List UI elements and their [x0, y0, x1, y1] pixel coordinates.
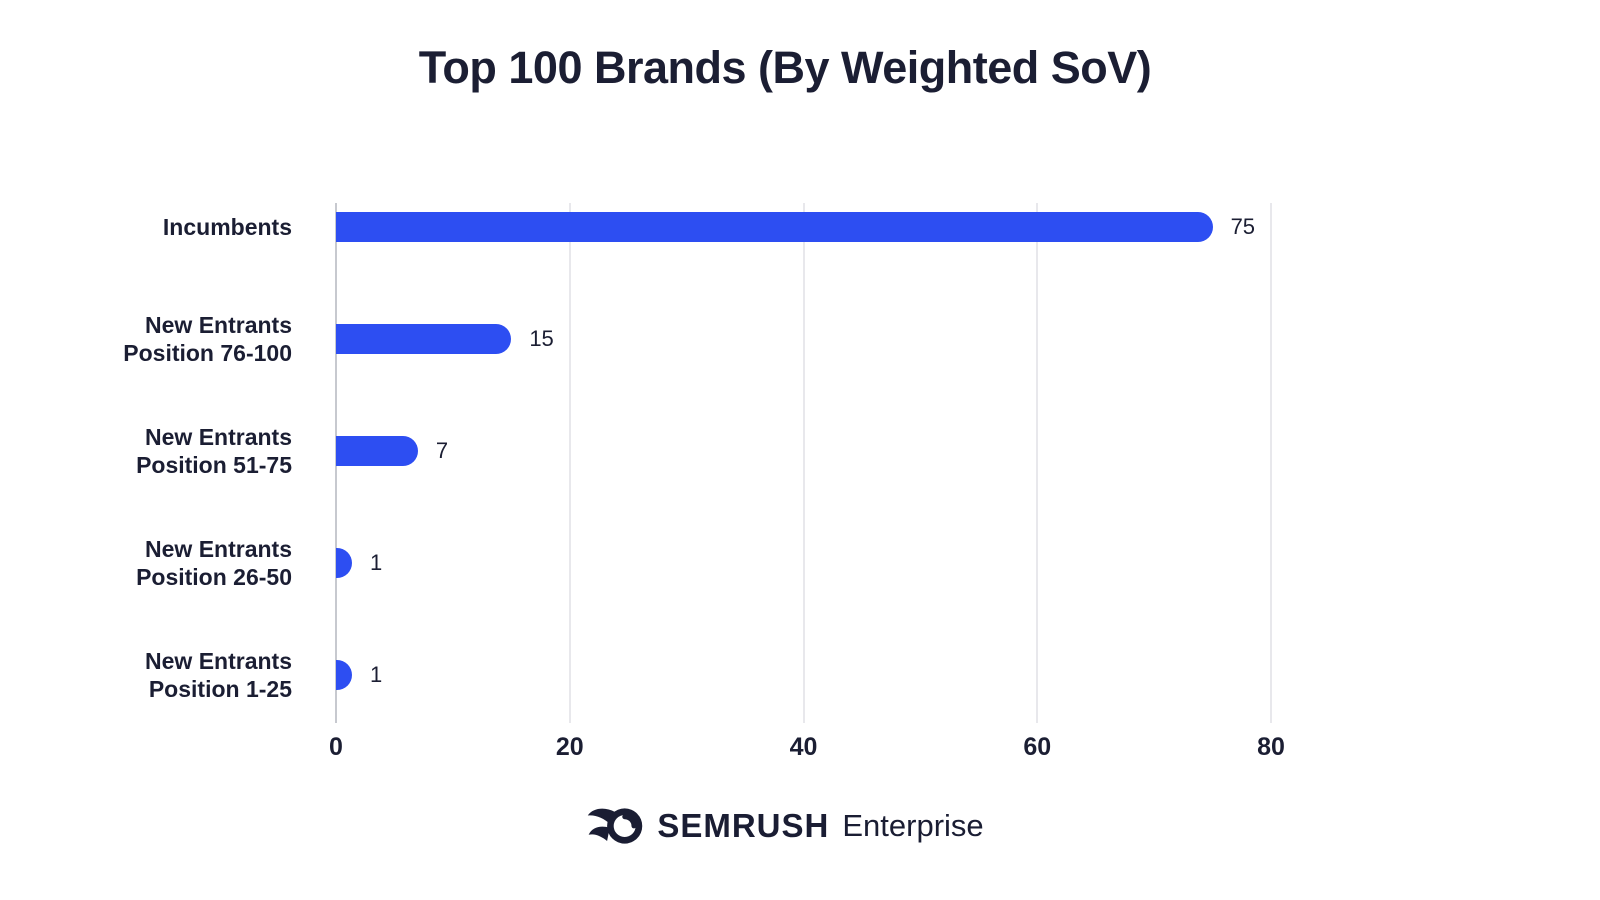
category-label: Incumbents — [163, 213, 292, 241]
category-label-line: New Entrants — [145, 311, 292, 338]
value-label: 15 — [529, 326, 554, 351]
x-tick-label: 0 — [329, 733, 343, 761]
bar-new-entrants-position-1-25 — [336, 660, 352, 690]
x-tick-label: 40 — [789, 733, 818, 761]
category-label: New Entrants Position 1-25 — [145, 647, 292, 703]
footer-brand: SEMRUSH Enterprise — [0, 797, 1570, 855]
gridline — [802, 203, 805, 723]
category-label-line: Position 1-25 — [148, 676, 292, 702]
category-label-line: Incumbents — [162, 213, 292, 240]
bar-new-entrants-position-76-100 — [336, 324, 512, 354]
x-tick-label: 20 — [555, 733, 584, 761]
category-label: New Entrants Position 51-75 — [136, 423, 292, 479]
plot-area: 0 20 40 60 80 75 15 7 1 1 — [329, 203, 1285, 761]
value-label: 1 — [370, 550, 383, 575]
bar-incumbents — [336, 212, 1213, 242]
gridline — [1036, 203, 1039, 723]
value-label: 75 — [1230, 214, 1256, 239]
bar-new-entrants-position-51-75 — [336, 436, 418, 466]
x-tick-label: 80 — [1257, 733, 1285, 761]
value-label: 7 — [435, 438, 449, 463]
chart-title: Top 100 Brands (By Weighted SoV) — [418, 42, 1152, 93]
category-label-line: Position 76-100 — [123, 340, 292, 366]
category-label-line: New Entrants — [145, 647, 292, 674]
category-label-line: New Entrants — [145, 423, 292, 450]
category-label-line: Position 51-75 — [136, 452, 292, 478]
category-label: New Entrants Position 26-50 — [136, 535, 292, 591]
category-label: New Entrants Position 76-100 — [123, 311, 292, 367]
gridline — [1270, 203, 1272, 723]
category-axis: Incumbents New Entrants Position 76-100 New… — [0, 203, 292, 723]
brand-suffix: Enterprise — [842, 808, 984, 843]
category-label-line: Position 26-50 — [136, 564, 292, 590]
gridline — [568, 203, 571, 723]
bar-new-entrants-position-26-50 — [336, 548, 352, 578]
x-tick-label: 60 — [1023, 733, 1052, 761]
semrush-comet-icon — [588, 808, 643, 844]
brand-name: SEMRUSH — [657, 807, 830, 844]
value-label: 1 — [370, 662, 383, 687]
category-label-line: New Entrants — [145, 535, 292, 562]
